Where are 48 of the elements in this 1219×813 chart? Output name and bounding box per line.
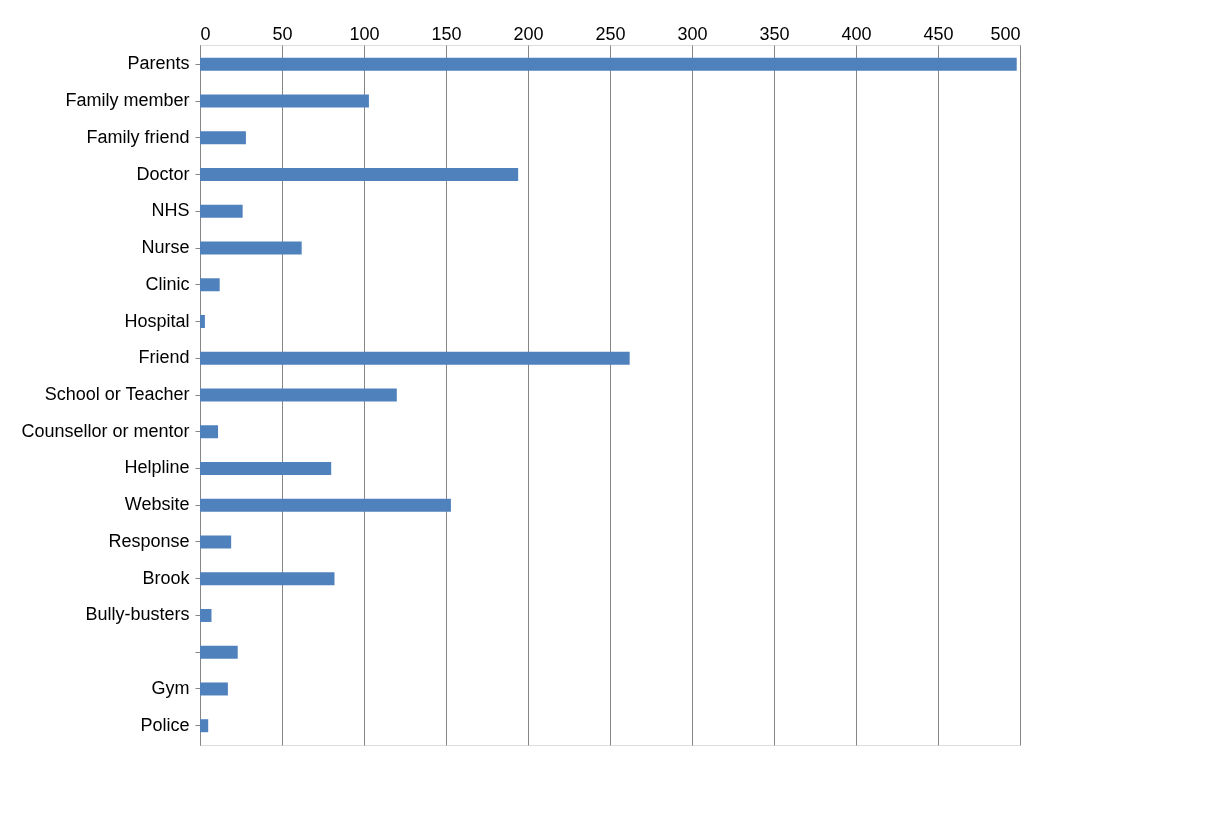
- bar: [200, 278, 220, 292]
- bar: [200, 719, 209, 733]
- x-tick-label: 300: [677, 23, 708, 44]
- x-tick-label: 500: [990, 23, 1021, 44]
- bar: [200, 572, 335, 586]
- y-tick-label: Gym: [151, 677, 190, 698]
- bar: [200, 94, 369, 108]
- y-tick-label: Counsellor or mentor: [21, 420, 190, 441]
- y-tick-label: Doctor: [136, 163, 190, 184]
- x-tick-label: 50: [272, 23, 293, 44]
- y-tick-label: Brook: [142, 567, 191, 588]
- bar: [200, 388, 397, 402]
- x-tick-label: 100: [349, 23, 380, 44]
- bar: [200, 535, 232, 549]
- y-tick-label: Response: [108, 530, 190, 551]
- y-tick-label: Clinic: [145, 273, 190, 294]
- y-tick-label: Family member: [65, 90, 190, 111]
- bar: [200, 168, 519, 182]
- y-tick-label: NHS: [151, 200, 190, 221]
- x-tick-label: 350: [759, 23, 790, 44]
- y-tick-label: Parents: [127, 53, 190, 74]
- bar: [200, 351, 630, 365]
- x-tick-label: 450: [923, 23, 954, 44]
- bar: [200, 315, 205, 329]
- y-tick-label: Website: [124, 494, 190, 515]
- y-tick-label: Family friend: [86, 126, 190, 147]
- x-tick-label: 250: [595, 23, 626, 44]
- y-tick-label: Bully-busters: [85, 604, 190, 625]
- x-tick-label: 150: [431, 23, 462, 44]
- bar: [200, 241, 302, 255]
- bar: [200, 645, 238, 659]
- bar: [200, 498, 451, 512]
- x-tick-label: 400: [841, 23, 872, 44]
- x-tick-label: 0: [200, 23, 211, 44]
- y-tick-label: School or Teacher: [44, 384, 190, 404]
- y-tick-label: Police: [140, 714, 190, 735]
- bar: [200, 57, 1017, 71]
- bar: [200, 461, 332, 475]
- bar: [200, 608, 212, 622]
- bar: [200, 131, 246, 145]
- y-tick-label: Hospital: [124, 310, 190, 331]
- x-tick-label: 200: [513, 23, 544, 44]
- bar: [200, 204, 243, 218]
- bar: [200, 425, 219, 439]
- y-tick-label: Nurse: [141, 237, 190, 258]
- y-tick-label: Helpline: [124, 457, 190, 478]
- bar: [200, 682, 228, 696]
- y-tick-label: Friend: [138, 347, 190, 368]
